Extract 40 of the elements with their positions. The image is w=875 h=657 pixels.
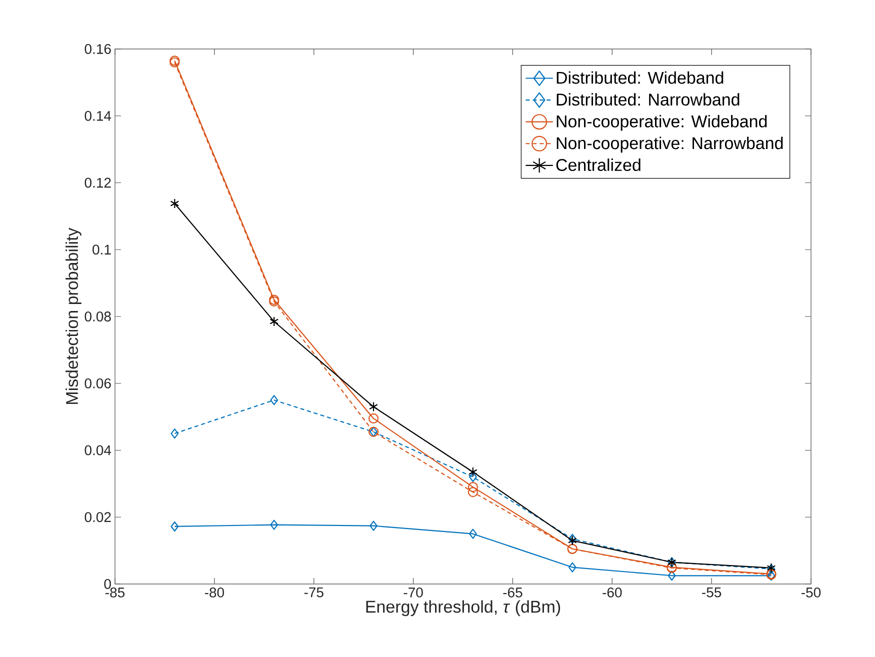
point — [568, 562, 576, 572]
y-tick-label: 0.08 — [84, 312, 111, 322]
y-axis-title: Misdetection probability — [66, 228, 82, 404]
x-tick-label: -50 — [802, 588, 821, 598]
point — [469, 472, 477, 482]
y-tick-label: 0.1 — [92, 244, 111, 255]
x-tick-label: -60 — [602, 588, 622, 598]
point — [668, 570, 676, 581]
x-tick-label: -85 — [106, 588, 125, 598]
point — [369, 402, 378, 412]
y-tick-label: 0 — [104, 579, 111, 589]
y-tick-label: 0.16 — [84, 44, 111, 54]
y-tick-label: 0.04 — [84, 445, 112, 456]
y-tick-label: 0.14 — [84, 110, 112, 121]
legend-label: Distributed: Wideband — [556, 71, 724, 84]
point — [170, 521, 179, 532]
legend-label: Non-cooperative: Narrowband — [556, 136, 783, 153]
legend-label: Distributed: Narrowband — [556, 93, 740, 106]
legend-label: Non-cooperative: Wideband — [556, 114, 767, 131]
point — [469, 528, 477, 539]
legend-label: Centralized — [556, 158, 640, 172]
y-tick-label: 0.02 — [84, 512, 111, 522]
point — [170, 198, 180, 209]
x-tick-label: -55 — [702, 588, 722, 598]
point — [170, 428, 179, 439]
point — [270, 520, 278, 530]
point — [468, 486, 478, 498]
x-axis-title: Energy threshold, τ (dBm) — [366, 600, 560, 616]
point — [368, 413, 379, 424]
x-tick-label: -80 — [204, 588, 224, 598]
point — [270, 316, 279, 327]
y-tick-label: 0.06 — [84, 378, 111, 388]
point — [370, 520, 378, 531]
x-tick-label: -70 — [404, 588, 423, 598]
y-tick-label: 0.12 — [84, 178, 111, 188]
x-tick-label: -75 — [304, 588, 324, 598]
point — [270, 395, 278, 406]
point — [468, 482, 478, 492]
x-tick-label: -65 — [503, 588, 522, 598]
point — [468, 466, 478, 478]
